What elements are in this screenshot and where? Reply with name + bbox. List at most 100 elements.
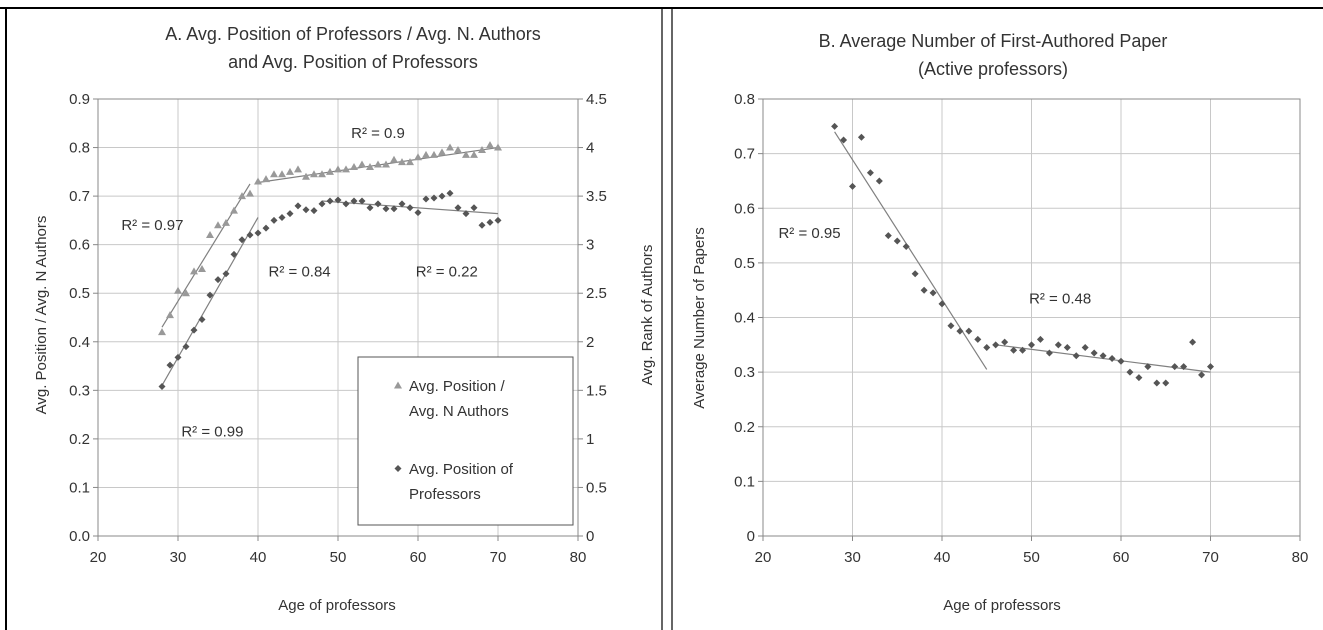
- panel-b-annotations: R² = 0.95 R² = 0.48: [778, 225, 1091, 308]
- diamond-point: [1010, 346, 1018, 354]
- triangle-point: [342, 165, 350, 173]
- diamond-point: [454, 204, 462, 212]
- diamond-point: [893, 237, 901, 245]
- r-squared-annotation: R² = 0.99: [181, 424, 243, 441]
- triangle-point: [310, 170, 318, 178]
- triangle-point: [374, 160, 382, 168]
- panel-a-x-ticks: 20 30 40 50 60 70 80: [90, 536, 586, 566]
- diamond-point: [857, 133, 865, 141]
- trend-line: [161, 217, 259, 386]
- triangle-point: [430, 150, 438, 158]
- y-tick-label: 0.7: [69, 188, 90, 205]
- diamond-point: [1153, 379, 1161, 387]
- diamond-point: [902, 242, 910, 250]
- diamond-point: [884, 232, 892, 240]
- triangle-point: [414, 153, 422, 161]
- diamond-point: [158, 382, 166, 390]
- triangle-point: [158, 328, 166, 336]
- diamond-point: [1090, 349, 1098, 357]
- y-tick-label: 0: [747, 528, 755, 545]
- diamond-point: [1207, 363, 1214, 371]
- diamond-point: [166, 361, 174, 369]
- diamond-point: [1180, 363, 1188, 371]
- diamond-point: [1001, 338, 1009, 346]
- legend-triangle-label-line-1: Avg. Position /: [409, 378, 505, 395]
- diamond-point: [342, 200, 350, 208]
- diamond-point: [478, 221, 486, 229]
- y2-tick-label: 2.5: [586, 285, 607, 302]
- y-tick-label: 0.4: [734, 310, 755, 327]
- triangle-point: [350, 162, 358, 170]
- triangle-point: [382, 160, 390, 168]
- diamond-point: [278, 213, 286, 221]
- y2-tick-label: 4.5: [586, 91, 607, 108]
- x-tick-label: 40: [934, 549, 951, 566]
- diamond-point: [310, 207, 318, 215]
- diamond-point: [1063, 344, 1071, 352]
- diamond-point: [849, 182, 856, 190]
- legend-box: [357, 356, 574, 526]
- x-tick-label: 50: [330, 549, 347, 566]
- triangle-point: [278, 170, 286, 178]
- diamond-point: [1126, 368, 1134, 376]
- x-tick-label: 80: [1292, 549, 1309, 566]
- triangle-point: [358, 160, 366, 168]
- triangle-point: [262, 175, 270, 183]
- diamond-point: [1045, 349, 1053, 357]
- diamond-point: [254, 229, 262, 237]
- diamond-point: [462, 210, 470, 218]
- legend-diamond-marker: [394, 465, 402, 472]
- diamond-point: [446, 189, 454, 197]
- x-tick-label: 60: [410, 549, 427, 566]
- diamond-point: [911, 270, 919, 278]
- x-tick-label: 70: [490, 549, 507, 566]
- diamond-point: [414, 209, 422, 217]
- diamond-point: [1054, 341, 1062, 349]
- r-squared-annotation: R² = 0.9: [351, 125, 405, 142]
- triangle-point: [438, 148, 446, 156]
- diamond-point: [198, 315, 206, 323]
- triangle-point: [302, 172, 310, 180]
- y-tick-label: 0.7: [734, 146, 755, 163]
- diamond-point: [262, 224, 270, 232]
- triangle-point: [406, 158, 414, 166]
- y-tick-label: 0.3: [734, 364, 755, 381]
- panel-a-y-ticks: 0.0 0.1 0.2 0.3 0.4 0.5 0.6 0.7 0.8 0.9: [69, 91, 98, 545]
- figure-frame: [0, 7, 1323, 630]
- diamond-point: [1162, 379, 1170, 387]
- diamond-point: [358, 197, 366, 205]
- diamond-point: [382, 205, 390, 213]
- y-tick-label: 0.6: [734, 200, 755, 217]
- diamond-point: [1108, 354, 1116, 362]
- diamond-point: [875, 177, 883, 185]
- diamond-point: [831, 122, 839, 130]
- y-tick-label: 0.8: [69, 140, 90, 157]
- legend-diamond-label-line-2: Professors: [409, 486, 481, 503]
- diamond-point: [318, 200, 326, 208]
- x-tick-label: 20: [755, 549, 772, 566]
- diamond-point: [974, 335, 982, 343]
- y2-tick-label: 3: [586, 237, 594, 254]
- panel-a-annotations: R² = 0.9 R² = 0.97 R² = 0.84 R² = 0.22 R² = …: [121, 125, 478, 441]
- diamond-point: [1135, 374, 1143, 382]
- diamond-point: [1036, 335, 1044, 343]
- triangle-point: [446, 143, 454, 151]
- triangle-point: [326, 167, 334, 175]
- x-tick-label: 30: [844, 549, 861, 566]
- triangle-point: [318, 170, 326, 178]
- y-tick-label: 0.2: [734, 419, 755, 436]
- diamond-point: [929, 289, 937, 297]
- panel-b-x-ticks: 20 30 40 50 60 70 80: [755, 536, 1309, 566]
- diamond-point: [486, 218, 494, 226]
- x-tick-label: 60: [1113, 549, 1130, 566]
- triangle-point: [230, 206, 238, 214]
- triangle-point: [222, 218, 230, 226]
- triangle-point: [366, 162, 374, 170]
- legend-diamond-label-line-1: Avg. Position of: [409, 461, 514, 478]
- diamond-point: [182, 343, 190, 351]
- diamond-point: [866, 169, 874, 177]
- diamond-point: [1081, 344, 1089, 352]
- x-tick-label: 50: [1023, 549, 1040, 566]
- r-squared-annotation: R² = 0.22: [416, 263, 478, 280]
- triangle-point: [214, 221, 222, 229]
